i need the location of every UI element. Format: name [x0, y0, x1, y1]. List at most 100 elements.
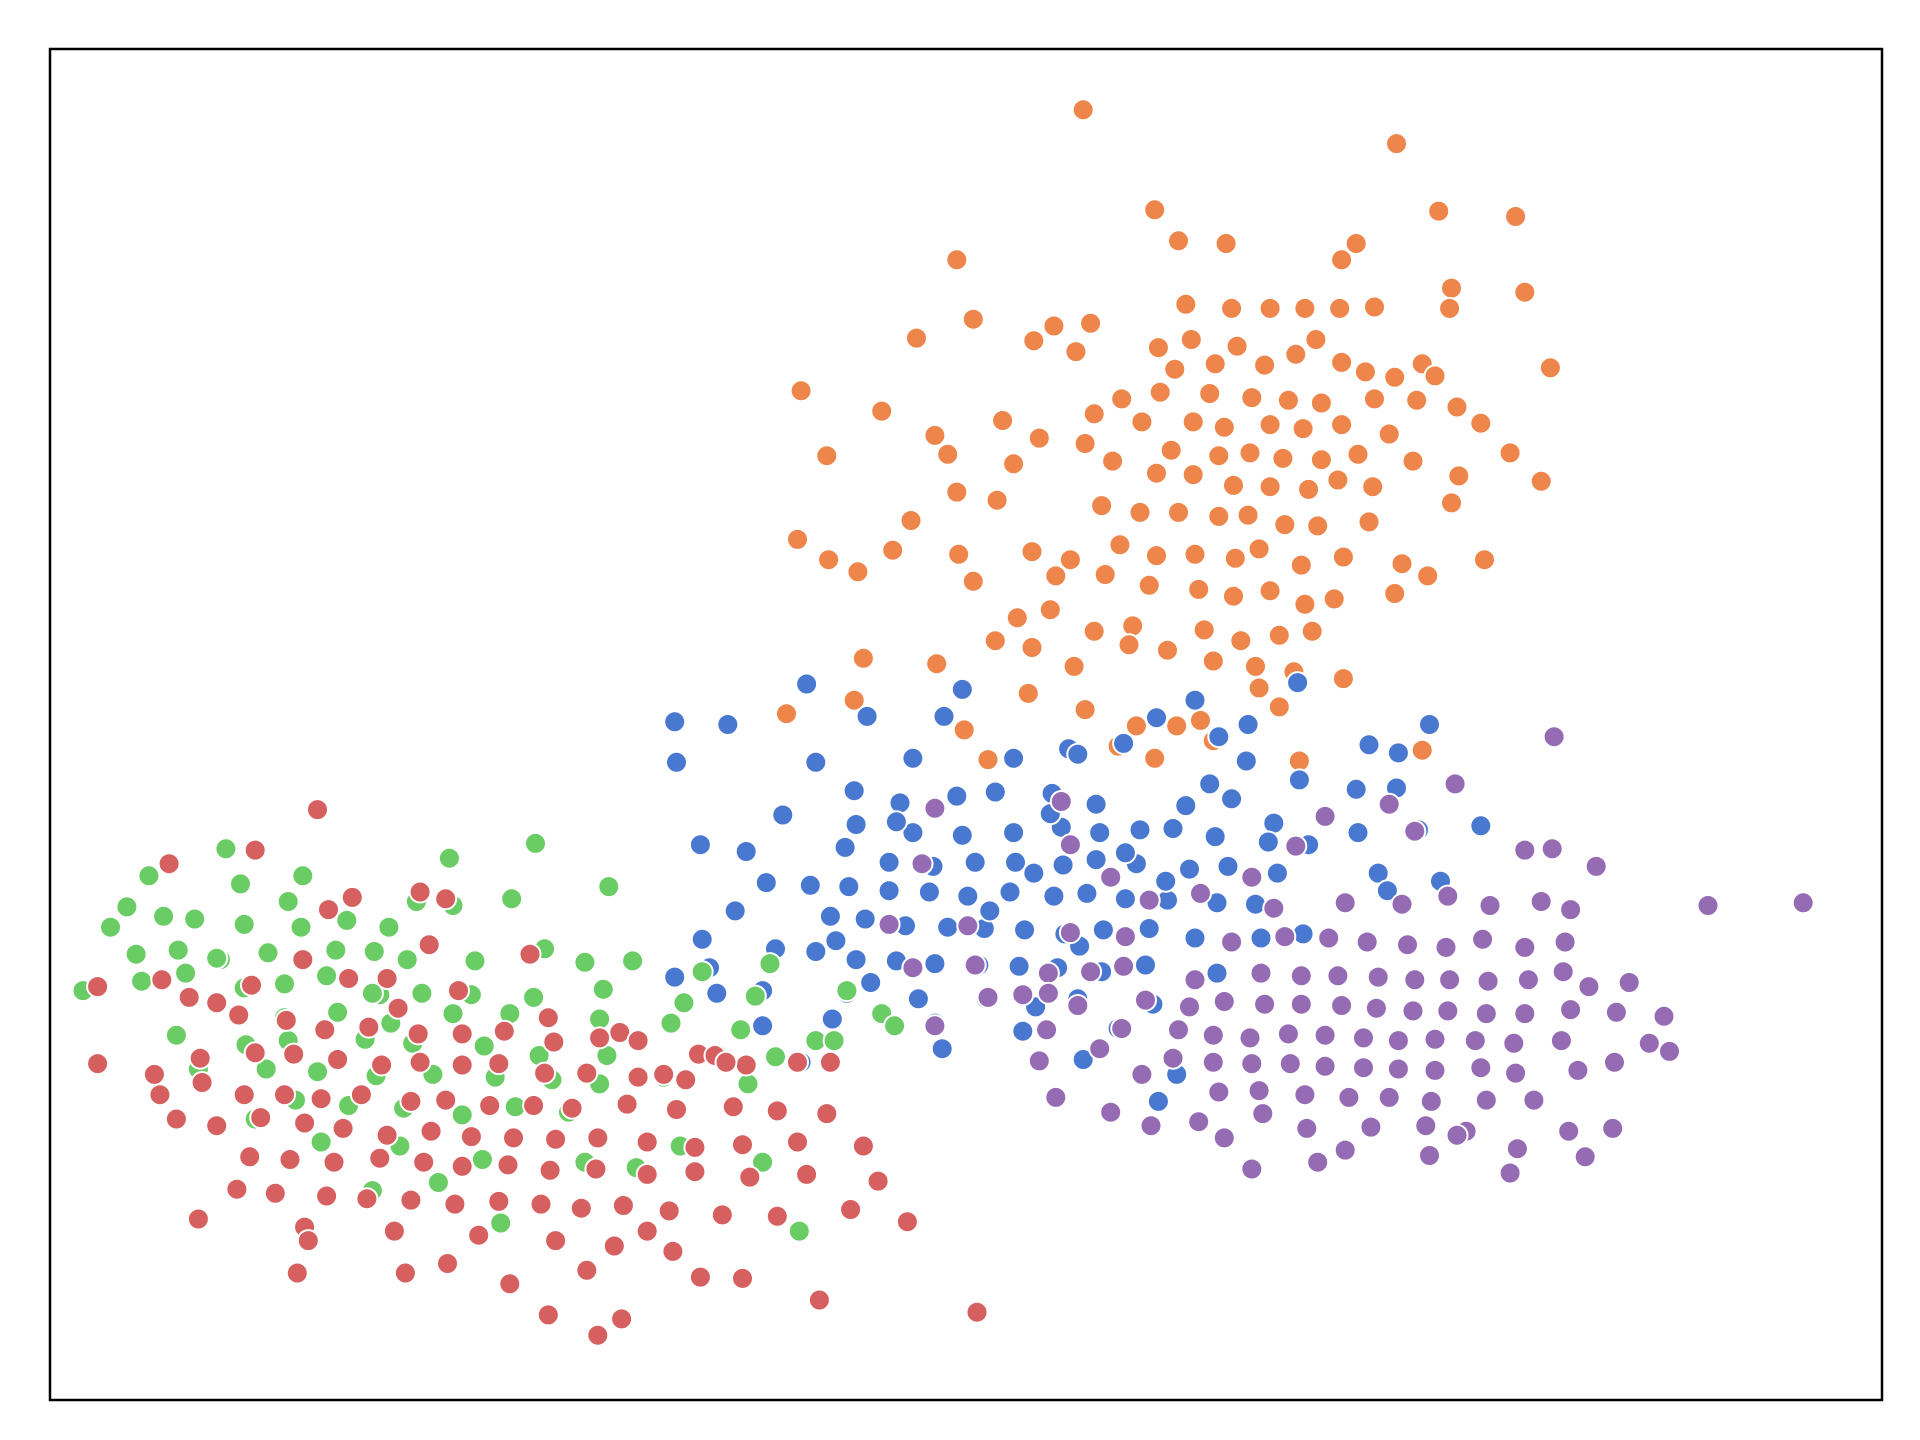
data-point [1396, 933, 1419, 957]
data-point [950, 677, 974, 701]
data-point [500, 887, 524, 911]
data-point [626, 1065, 650, 1089]
data-point [764, 1045, 787, 1069]
data-point [205, 946, 229, 970]
data-point [1112, 954, 1136, 978]
data-point [1167, 500, 1190, 524]
data-point [1326, 468, 1350, 492]
data-point [1258, 296, 1282, 320]
data-point [1601, 1116, 1625, 1140]
data-point [1090, 494, 1114, 518]
data-point [877, 912, 901, 936]
data-point [536, 1006, 560, 1030]
data-point [522, 985, 546, 1009]
data-point [1253, 353, 1277, 377]
data-point [326, 1048, 350, 1071]
data-point [1330, 350, 1354, 374]
data-point [1440, 491, 1463, 515]
data-point [1187, 1110, 1211, 1134]
data-point [1603, 1050, 1626, 1074]
data-point [1289, 992, 1313, 1016]
data-point [1346, 821, 1370, 845]
data-point [324, 938, 348, 962]
data-point [426, 1171, 450, 1194]
data-point [573, 950, 597, 974]
data-point [947, 542, 971, 566]
data-point [586, 1126, 610, 1150]
data-point [1058, 548, 1082, 572]
data-point [1330, 994, 1354, 1017]
data-point [164, 1107, 188, 1131]
data-point [322, 1150, 346, 1174]
data-point [1529, 890, 1553, 913]
data-point [665, 750, 688, 774]
data-point [789, 379, 813, 403]
data-point [1549, 1029, 1573, 1053]
data-point [1178, 995, 1201, 1019]
data-point [1240, 386, 1264, 410]
data-point [463, 949, 487, 973]
data-point [906, 987, 930, 1011]
data-point [923, 1014, 947, 1038]
data-point [502, 1126, 525, 1150]
data-point [1363, 295, 1386, 319]
data-point [1062, 654, 1086, 678]
data-point [326, 1000, 350, 1024]
data-point [1148, 380, 1172, 404]
data-point [1696, 894, 1720, 917]
data-point [721, 1095, 745, 1119]
data-point [313, 1018, 337, 1042]
data-point [626, 1029, 650, 1053]
data-point [1313, 1023, 1337, 1047]
data-point [837, 875, 861, 899]
data-point [1463, 1029, 1487, 1053]
data-point [190, 1071, 214, 1094]
data-point [1375, 879, 1399, 903]
data-point [1513, 1002, 1537, 1026]
data-point [1042, 314, 1066, 338]
data-point [355, 1187, 379, 1211]
data-point [1414, 1114, 1438, 1138]
data-point [1344, 777, 1368, 801]
data-point [1212, 415, 1236, 439]
data-point [1013, 918, 1037, 942]
data-point [375, 1123, 399, 1147]
data-point [183, 907, 207, 931]
data-point [240, 973, 263, 997]
data-point [1005, 606, 1029, 630]
data-point [611, 1194, 635, 1217]
data-point [524, 831, 547, 855]
data-point [470, 1148, 494, 1171]
data-point [205, 991, 229, 1015]
data-point [1134, 953, 1157, 977]
data-point [335, 908, 359, 932]
data-point [899, 509, 923, 532]
data-point [1538, 356, 1562, 380]
data-point [844, 813, 868, 836]
data-point [309, 1087, 333, 1111]
data-point [289, 915, 313, 939]
data-point [665, 1098, 688, 1121]
data-point [1566, 1058, 1590, 1082]
data-point [1240, 1157, 1264, 1181]
data-point [905, 326, 928, 350]
data-point [1551, 960, 1575, 984]
data-point [1066, 994, 1090, 1017]
data-point [1383, 582, 1407, 605]
data-point [86, 975, 110, 999]
data-point [1297, 477, 1321, 501]
data-point [1236, 713, 1260, 736]
data-point [771, 803, 795, 827]
data-point [1313, 804, 1337, 828]
data-point [164, 1023, 188, 1047]
data-point [923, 952, 947, 976]
data-point [263, 1181, 287, 1205]
data-point [1289, 964, 1313, 988]
data-point [1291, 417, 1315, 441]
data-point [835, 979, 859, 1003]
data-point [1386, 1029, 1410, 1053]
data-point [901, 956, 925, 980]
data-point [1214, 232, 1238, 255]
data-point [1366, 861, 1390, 885]
